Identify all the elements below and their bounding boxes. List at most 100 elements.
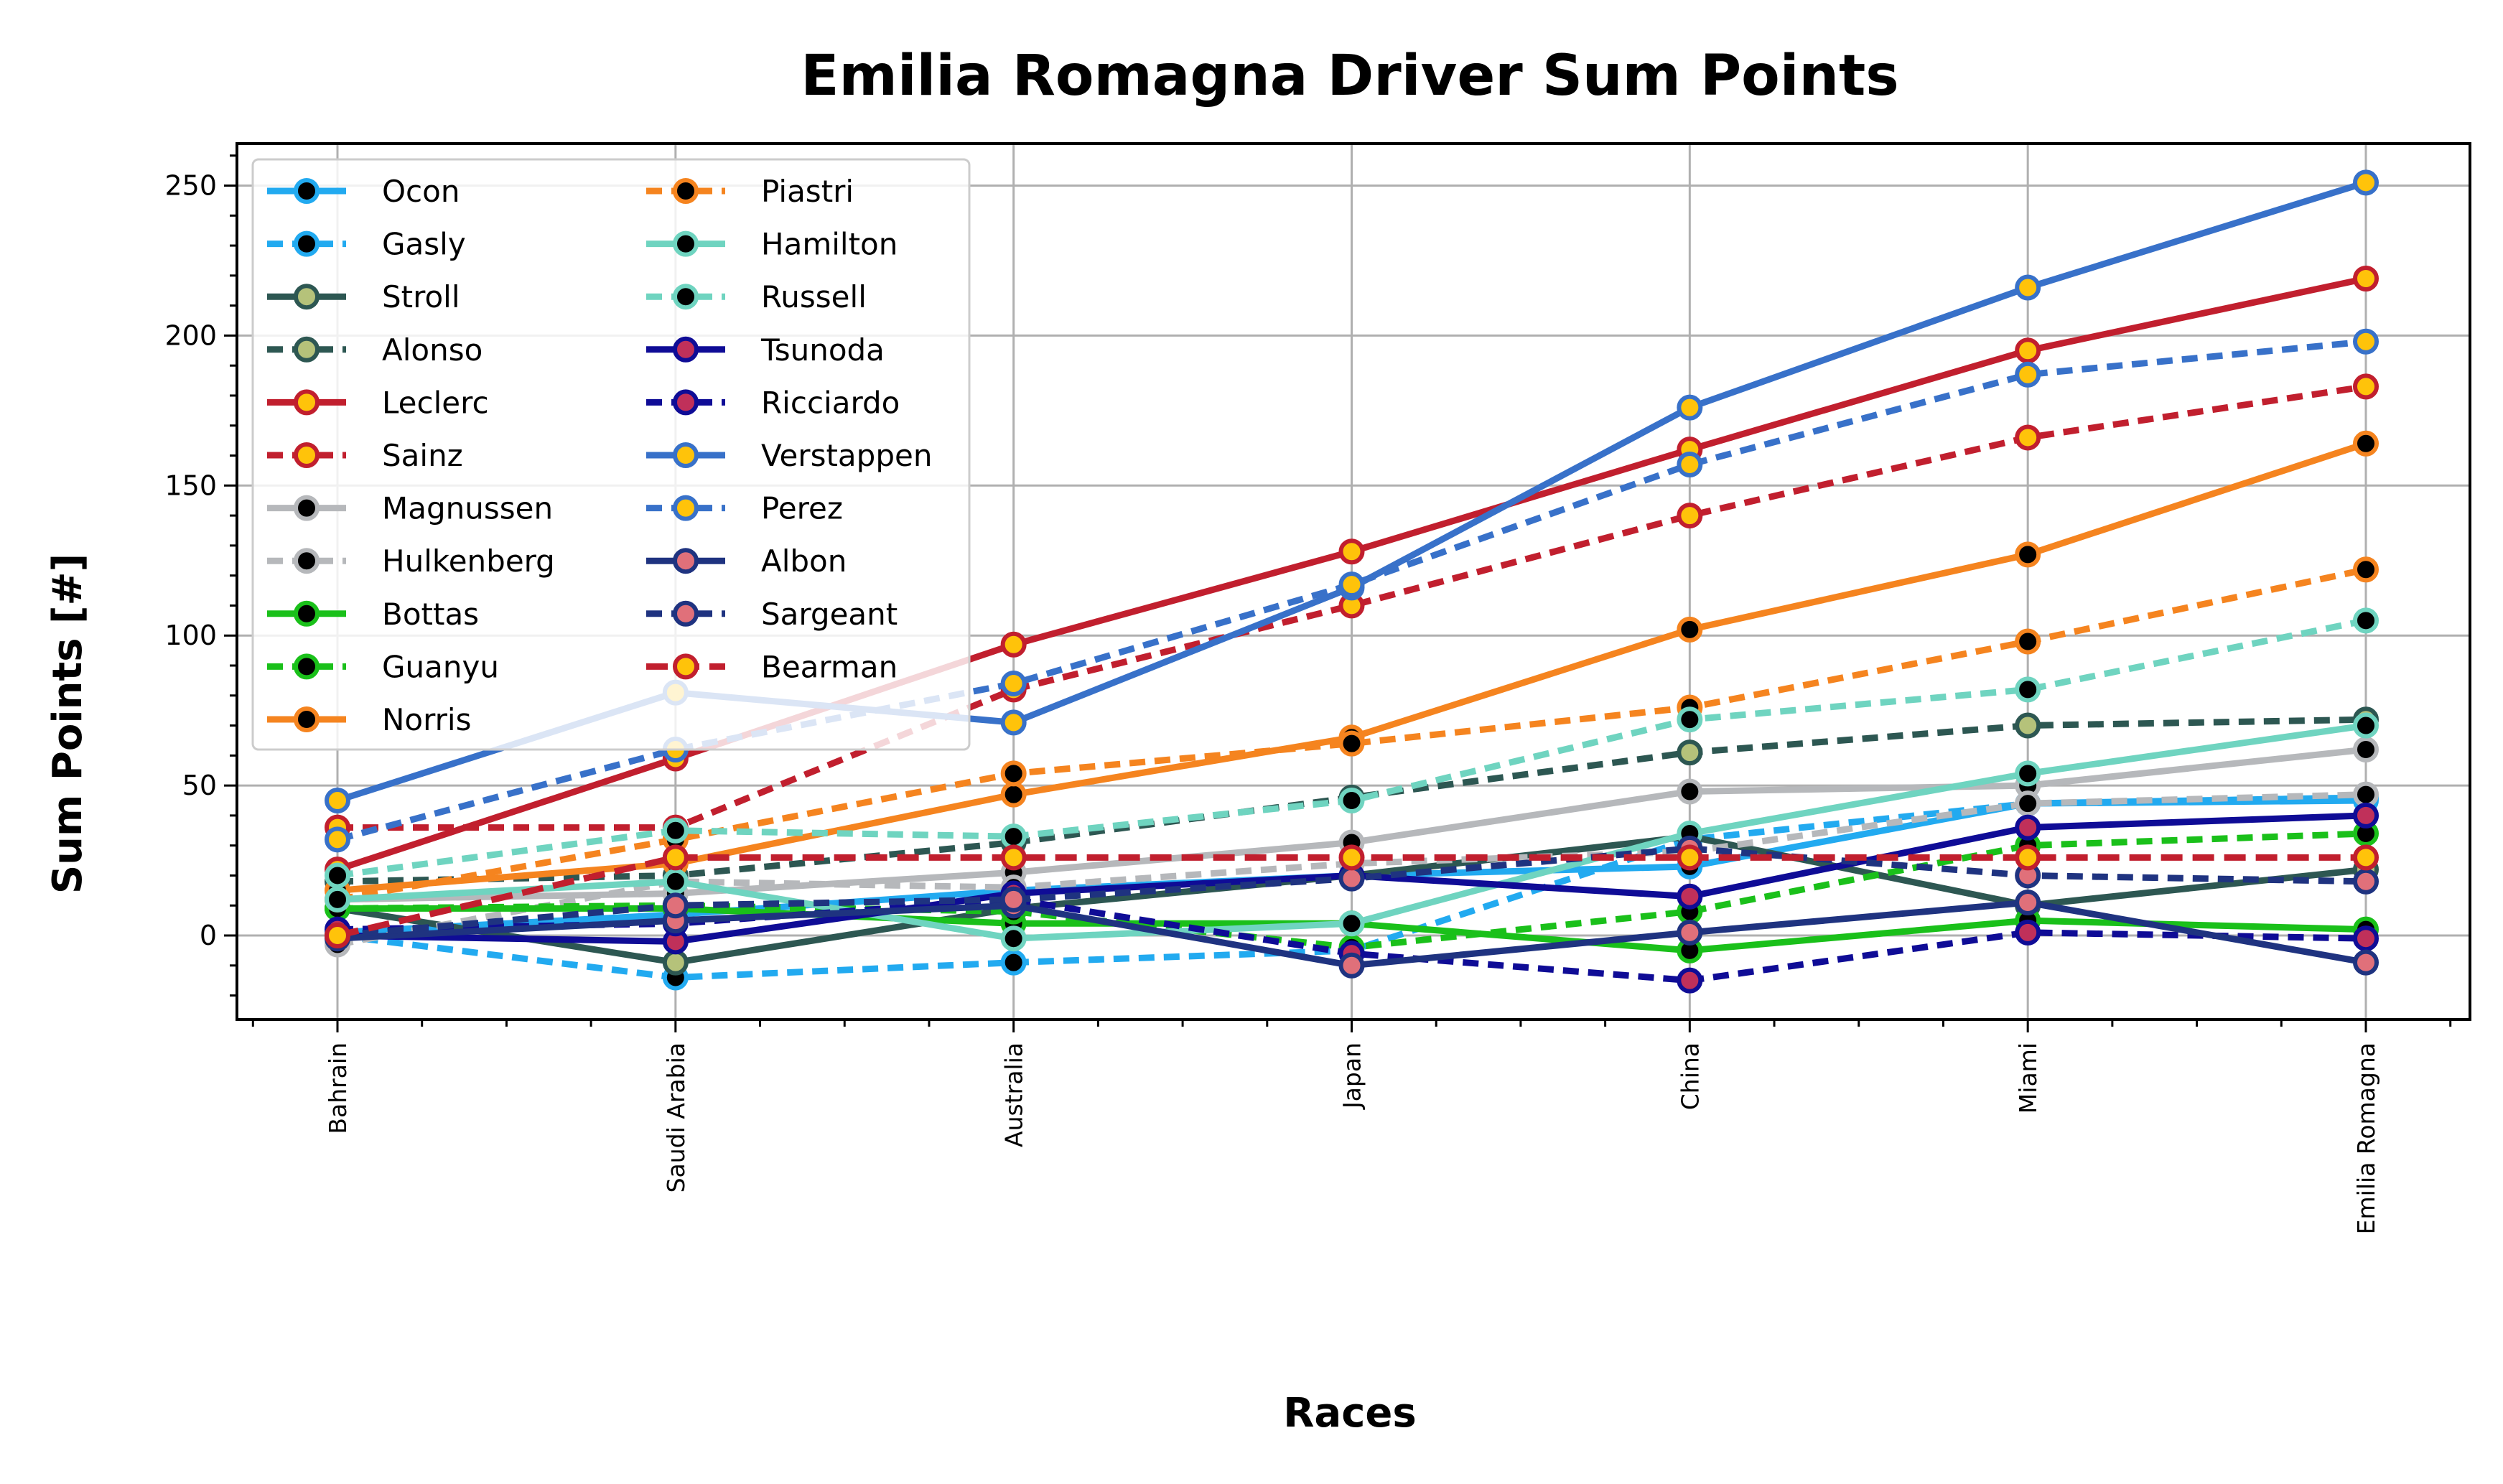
data-point — [1338, 788, 1365, 813]
legend-label: Gasly — [382, 227, 466, 262]
legend-label: Magnussen — [382, 491, 553, 526]
data-point — [1000, 760, 1027, 787]
legend-marker — [294, 495, 320, 521]
legend-entry: Hulkenberg — [267, 543, 555, 579]
legend: Ocon Gasly Stroll Alonso Leclerc Sainz Magnuss… — [251, 158, 971, 751]
data-point — [1000, 925, 1027, 952]
legend-label: Leclerc — [382, 385, 489, 420]
legend-label: Alonso — [382, 332, 483, 368]
data-point — [2353, 328, 2379, 355]
series-bearman — [325, 844, 2379, 949]
data-point — [1000, 886, 1027, 913]
y-tick-label: 100 — [164, 620, 217, 651]
data-point — [2015, 628, 2041, 655]
legend-marker — [673, 178, 699, 204]
data-point — [325, 923, 350, 949]
data-point — [1000, 709, 1027, 736]
data-point — [2353, 266, 2379, 292]
y-tick-label: 250 — [164, 169, 217, 201]
legend-entry: Stroll — [267, 279, 460, 314]
axes-layer: 0 50 100 150 200 250 Bahrain Saudi Arabia Austra… — [164, 142, 2471, 1234]
x-tick-label: China — [1676, 1042, 1704, 1110]
legend-label: Piastri — [761, 174, 854, 209]
x-tick-label: Australia — [1000, 1042, 1028, 1147]
legend-marker — [294, 178, 320, 204]
legend-label: Tsunoda — [760, 332, 885, 368]
x-axis-label: Races — [1283, 1390, 1416, 1437]
y-tick-label: 0 — [200, 920, 217, 951]
data-point — [325, 826, 350, 853]
x-tick-label: Miami — [2014, 1042, 2042, 1114]
legend-marker — [673, 284, 699, 310]
data-point — [2353, 925, 2379, 952]
data-point — [2353, 949, 2379, 976]
data-point — [1338, 910, 1365, 937]
data-point — [2015, 274, 2041, 301]
data-point — [2353, 430, 2379, 457]
data-point — [2015, 712, 2041, 739]
legend-entry: Piastri — [646, 174, 854, 209]
legend-marker — [294, 706, 320, 732]
data-point — [1677, 616, 1703, 643]
legend-marker — [294, 548, 320, 574]
legend-marker — [294, 389, 320, 416]
legend-label: Bearman — [761, 649, 898, 684]
y-tick-label: 50 — [182, 770, 217, 801]
data-point — [1000, 781, 1027, 808]
data-point — [1338, 538, 1365, 565]
legend-marker — [294, 442, 320, 468]
legend-marker — [673, 548, 699, 574]
legend-marker — [673, 442, 699, 468]
y-tick-label: 200 — [164, 319, 217, 351]
legend-entry: Ocon — [267, 174, 460, 209]
legend-label: Albon — [761, 543, 847, 579]
legend-label: Verstappen — [761, 438, 932, 473]
data-point — [1000, 823, 1027, 850]
legend-entry: Bottas — [267, 597, 479, 632]
data-point — [1677, 706, 1703, 733]
data-point — [1677, 452, 1703, 478]
data-point — [2353, 607, 2379, 634]
legend-marker — [673, 389, 699, 416]
y-tick-label: 150 — [164, 470, 217, 501]
data-point — [1000, 844, 1027, 871]
legend-entry: Gasly — [267, 227, 466, 262]
x-tick-label: Saudi Arabia — [662, 1042, 690, 1193]
data-point — [1677, 844, 1703, 871]
data-point — [1338, 571, 1365, 598]
data-point — [2015, 361, 2041, 388]
data-point — [1000, 631, 1027, 658]
data-point — [1677, 778, 1703, 805]
legend-entry: Tsunoda — [646, 332, 885, 368]
data-point — [325, 862, 350, 889]
legend-marker — [673, 653, 699, 680]
data-point — [2015, 919, 2041, 946]
data-point — [325, 886, 350, 913]
data-point — [1000, 671, 1027, 697]
data-point — [1338, 865, 1365, 892]
data-point — [662, 949, 689, 976]
legend-label: Sainz — [382, 438, 463, 473]
legend-marker — [673, 495, 699, 521]
data-point — [2353, 373, 2379, 400]
data-point — [1338, 730, 1365, 757]
legend-label: Perez — [761, 491, 843, 526]
legend-marker — [673, 600, 699, 627]
legend-entry: Albon — [646, 543, 847, 579]
x-tick-label: Emilia Romagna — [2352, 1042, 2380, 1234]
legend-label: Ocon — [382, 174, 460, 209]
data-point — [2353, 844, 2379, 871]
legend-entry: Russell — [646, 279, 867, 314]
legend-entry: Magnussen — [267, 491, 553, 526]
x-tick-label: Japan — [1338, 1042, 1366, 1110]
y-axis-label: Sum Points [#] — [45, 554, 91, 894]
chart-title: Emilia Romagna Driver Sum Points — [801, 44, 1898, 108]
legend-label: Stroll — [382, 279, 460, 314]
data-point — [1677, 919, 1703, 946]
data-point — [2015, 844, 2041, 871]
data-point — [1000, 949, 1027, 976]
legend-entry: Sainz — [267, 438, 463, 473]
data-point — [2015, 541, 2041, 568]
